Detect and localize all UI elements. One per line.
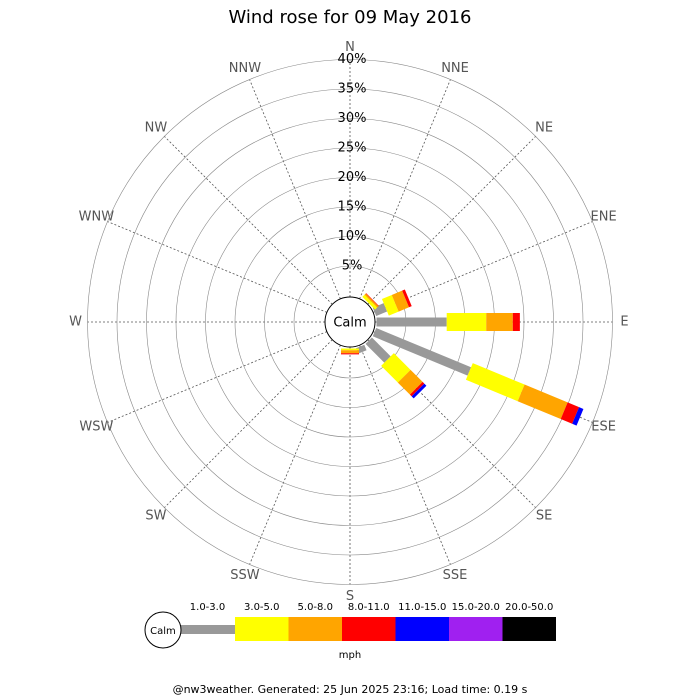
r-tick-label: 15% [338, 200, 367, 215]
direction-label: ENE [591, 209, 617, 224]
spoke [164, 136, 333, 305]
spoke [367, 136, 536, 305]
direction-label: WSW [79, 420, 113, 435]
footer: @nw3weather. Generated: 25 Jun 2025 23:1… [173, 683, 528, 696]
grid-ring [146, 118, 554, 526]
bar-segment [372, 327, 472, 376]
direction-label: WNW [79, 209, 115, 224]
bar-segment [355, 344, 367, 354]
legend-swatch [449, 617, 503, 641]
direction-label: NNW [229, 61, 261, 76]
calm-circle [324, 296, 376, 348]
spoke [107, 331, 328, 423]
bar-segment [560, 402, 580, 424]
direction-label: SSE [443, 568, 468, 583]
legend-label: 11.0-15.0 [398, 602, 446, 613]
r-tick-label: 10% [338, 229, 367, 244]
r-tick-label: 20% [338, 170, 367, 185]
legend-label: 8.0-11.0 [348, 602, 390, 613]
chart-title: Wind rose for 09 May 2016 [229, 7, 472, 28]
bar-segment [572, 407, 584, 426]
bar-segment [381, 353, 411, 383]
direction-label: S [346, 589, 354, 604]
r-tick-label: 25% [338, 141, 367, 156]
bar-segment [411, 383, 427, 399]
direction-label: ESE [591, 420, 616, 435]
bar-segment [364, 293, 379, 308]
bar-segment [372, 303, 388, 317]
direction-label: NE [535, 120, 553, 135]
bar-segment [391, 290, 409, 312]
legend-swatch [235, 617, 289, 641]
legend-label: 1.0-3.0 [190, 602, 225, 613]
spoke [107, 221, 328, 313]
r-tick-label: 35% [338, 82, 367, 97]
direction-label: NW [145, 120, 168, 135]
legend-swatch [502, 617, 556, 641]
spoke [367, 339, 536, 508]
bar-segment [409, 381, 425, 397]
spoke [164, 339, 333, 508]
legend-calm-circle [144, 611, 182, 649]
legend-units: mph [339, 650, 361, 661]
spoke [249, 344, 341, 565]
legend-label: 3.0-5.0 [244, 602, 279, 613]
direction-label: E [620, 315, 628, 330]
direction-label: N [345, 40, 355, 55]
direction-label: SSW [230, 568, 260, 583]
spoke [359, 79, 451, 300]
legend-swatch [180, 625, 235, 634]
r-tick-label: 40% [338, 52, 367, 67]
legend-swatch [342, 617, 396, 641]
spoke [359, 344, 451, 565]
legend-swatch [288, 617, 342, 641]
legend-label: 15.0-20.0 [452, 602, 500, 613]
bar-segment [465, 363, 525, 402]
direction-label: W [69, 315, 82, 330]
legend-label: 20.0-50.0 [505, 602, 553, 613]
spoke [372, 221, 593, 313]
legend-label: 5.0-8.0 [298, 602, 333, 613]
direction-label: SW [145, 509, 166, 524]
grid-ring [175, 147, 525, 497]
legend-swatch [395, 617, 449, 641]
bar-segment [362, 294, 378, 310]
legend-calm-label: Calm [150, 626, 176, 637]
direction-label: SE [536, 509, 552, 524]
r-tick-label: 5% [342, 259, 363, 274]
r-tick-label: 30% [338, 111, 367, 126]
bar-segment [365, 337, 391, 363]
grid-ring [87, 59, 613, 585]
bar-segment [402, 289, 412, 308]
bar-segment [517, 384, 568, 420]
calm-label: Calm [333, 316, 366, 331]
direction-label: NNE [441, 61, 469, 76]
spoke [249, 79, 341, 300]
grid-ring [116, 88, 584, 556]
bar-segment [381, 294, 399, 316]
bar-segment [397, 369, 423, 395]
